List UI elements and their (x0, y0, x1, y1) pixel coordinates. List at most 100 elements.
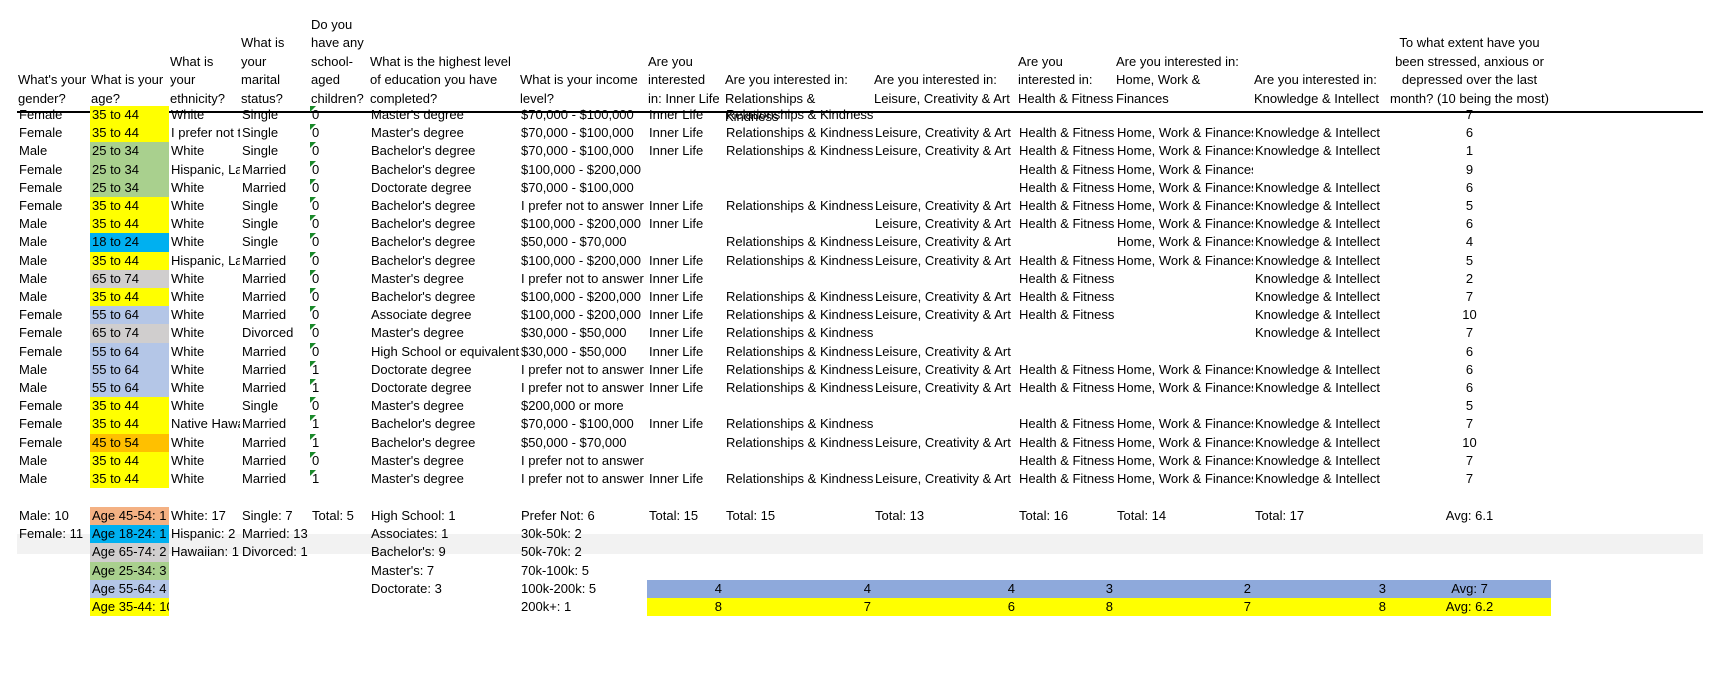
cell-marital[interactable]: Single (242, 125, 279, 141)
summary-total[interactable]: Total: 15 (649, 508, 699, 523)
summary-education[interactable]: Doctorate: 3 (371, 580, 442, 596)
cell-income[interactable]: $70,000 - $100,000 (521, 416, 634, 432)
summary-ethnicity[interactable]: White: 17 (171, 508, 226, 523)
cell-edu[interactable]: Master's degree (371, 125, 464, 141)
cell-age[interactable]: 35 to 44 (90, 415, 169, 434)
cell-health[interactable]: Health & Fitness (1019, 452, 1115, 468)
cell-edu[interactable]: Doctorate degree (371, 179, 472, 195)
cell-eth[interactable]: White (171, 216, 205, 232)
column-header-inner[interactable]: Are you interested in: Inner Life (648, 53, 720, 106)
cell-health[interactable]: Health & Fitness (1019, 416, 1115, 432)
cell-home[interactable] (1115, 106, 1253, 124)
cell-leis[interactable]: Leisure, Creativity & Art (875, 143, 1011, 159)
cell-know[interactable]: Knowledge & Intellect (1255, 307, 1381, 323)
cell-health[interactable]: Health & Fitness (1019, 179, 1115, 195)
summary-marital[interactable]: Married: 13 (242, 526, 308, 542)
cell-stress[interactable]: 10 (1462, 307, 1477, 323)
cell-marital[interactable]: Married (242, 361, 287, 377)
cell-stress[interactable]: 7 (1465, 325, 1474, 341)
cell-edu[interactable]: Bachelor's degree (371, 416, 476, 432)
summary-band-value[interactable]: 4 (873, 579, 1017, 598)
cell-edu[interactable]: Associate degree (371, 307, 472, 323)
cell-kids[interactable]: 1 (310, 470, 320, 486)
cell-marital[interactable]: Married (242, 452, 287, 468)
cell-home[interactable]: Home, Work & Finances (1117, 161, 1253, 177)
cell-gender[interactable]: Male (19, 143, 48, 159)
summary-kids[interactable]: Total: 5 (312, 508, 354, 523)
cell-age[interactable]: 65 to 74 (90, 269, 169, 288)
cell-income[interactable]: $30,000 - $50,000 (521, 343, 627, 359)
cell-know[interactable]: Knowledge & Intellect (1255, 452, 1381, 468)
cell-leis[interactable]: Leisure, Creativity & Art (875, 343, 1011, 359)
cell-rel[interactable]: Relationships & Kindness (726, 107, 873, 122)
cell-marital[interactable]: Married (242, 416, 287, 432)
cell-rel[interactable]: Relationships & Kindness (726, 307, 873, 323)
cell-stress[interactable]: 1 (1465, 143, 1474, 159)
column-header-kids[interactable]: Do you have any school- aged children? (311, 16, 364, 106)
column-header-eth[interactable]: What is your ethnicity? (170, 53, 225, 106)
cell-eth[interactable]: White (171, 361, 205, 377)
cell-know[interactable] (1253, 343, 1388, 361)
cell-gender[interactable]: Male (19, 234, 48, 250)
cell-marital[interactable]: Married (242, 307, 287, 323)
cell-marital[interactable]: Single (242, 143, 279, 159)
cell-health[interactable] (1017, 343, 1115, 361)
cell-kids[interactable]: 0 (310, 106, 320, 122)
cell-edu[interactable]: Bachelor's degree (371, 161, 476, 177)
summary-age[interactable]: Age 35-44: 10 (90, 598, 169, 617)
summary-band-value[interactable]: 8 (1253, 598, 1388, 617)
cell-kids[interactable]: 0 (310, 124, 320, 141)
cell-age[interactable]: 35 to 44 (90, 124, 169, 143)
cell-eth[interactable]: White (171, 434, 205, 450)
cell-edu[interactable]: Master's degree (371, 471, 464, 486)
cell-home[interactable]: Home, Work & Finances (1117, 234, 1253, 250)
summary-total[interactable]: Total: 16 (1019, 508, 1069, 523)
cell-edu[interactable]: Bachelor's degree (371, 252, 476, 268)
cell-edu[interactable]: Bachelor's degree (371, 434, 476, 450)
cell-kids[interactable]: 0 (310, 178, 320, 195)
summary-education[interactable]: High School: 1 (371, 508, 456, 523)
cell-leis[interactable] (873, 179, 1017, 197)
cell-know[interactable]: Knowledge & Intellect (1255, 434, 1381, 450)
cell-age[interactable]: 35 to 44 (90, 215, 169, 234)
cell-income[interactable]: $200,000 or more (521, 398, 624, 414)
cell-inner[interactable] (647, 397, 724, 415)
cell-know[interactable]: Knowledge & Intellect (1255, 198, 1381, 213)
cell-stress[interactable]: 6 (1465, 361, 1474, 377)
cell-eth[interactable]: Native Hawaiian (171, 416, 240, 432)
cell-health[interactable]: Health & Fitness (1019, 161, 1115, 177)
cell-eth[interactable]: White (171, 179, 205, 195)
cell-edu[interactable]: Doctorate degree (371, 361, 472, 377)
cell-marital[interactable]: Single (242, 398, 279, 414)
cell-inner[interactable] (647, 452, 724, 470)
cell-leis[interactable]: Leisure, Creativity & Art (875, 216, 1011, 232)
summary-age[interactable]: Age 18-24: 1 (90, 525, 169, 544)
cell-home[interactable] (1115, 343, 1253, 361)
cell-marital[interactable]: Married (242, 161, 287, 177)
summary-income[interactable]: 50k-70k: 2 (521, 544, 582, 560)
cell-eth[interactable]: White (171, 234, 205, 250)
cell-inner[interactable]: Inner Life (649, 125, 704, 141)
cell-income[interactable]: $70,000 - $100,000 (521, 143, 634, 159)
cell-age[interactable]: 25 to 34 (90, 160, 169, 179)
cell-rel[interactable] (724, 270, 873, 288)
cell-eth[interactable]: White (171, 143, 205, 159)
cell-kids[interactable]: 0 (310, 324, 320, 341)
column-header-marital[interactable]: What is your marital status? (241, 35, 285, 106)
column-header-income[interactable]: What is your income level? (520, 72, 638, 106)
cell-stress[interactable]: 4 (1465, 234, 1474, 250)
cell-eth[interactable]: White (171, 270, 205, 286)
summary-age[interactable]: Age 65-74: 2 (90, 543, 169, 562)
summary-band-avg[interactable]: Avg: 6.2 (1388, 598, 1551, 617)
cell-age[interactable]: 35 to 44 (90, 288, 169, 307)
cell-health[interactable]: Health & Fitness (1019, 289, 1115, 304)
cell-health[interactable]: Health & Fitness (1019, 198, 1115, 213)
cell-inner[interactable]: Inner Life (649, 416, 704, 432)
cell-stress[interactable]: 7 (1465, 471, 1474, 486)
cell-kids[interactable]: 0 (310, 342, 320, 359)
cell-rel[interactable]: Relationships & Kindness (726, 325, 873, 341)
summary-band-value[interactable]: 2 (1115, 579, 1253, 598)
cell-know[interactable]: Knowledge & Intellect (1255, 179, 1381, 195)
summary-band-value[interactable]: 3 (1253, 579, 1388, 598)
cell-home[interactable]: Home, Work & Finances (1117, 143, 1253, 159)
